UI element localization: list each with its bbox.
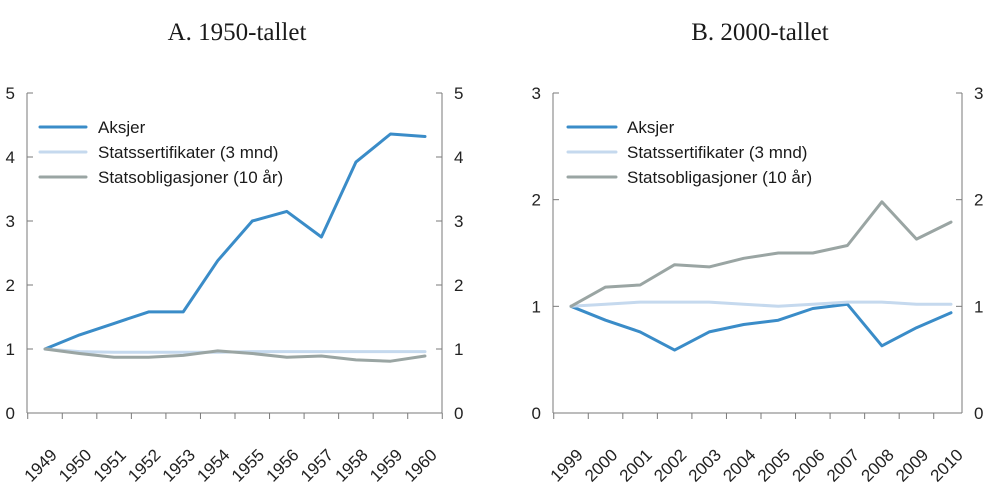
chart-b-series-1-line xyxy=(569,300,953,308)
chart-b-xtick-label-2003: 2003 xyxy=(685,445,725,485)
chart-a-left-ytick-label-0: 0 xyxy=(6,404,15,423)
chart-b-xtick-label-2010: 2010 xyxy=(927,445,967,485)
chart-a-xtick-label-1959: 1959 xyxy=(366,445,406,485)
chart-b-xtick-label-2004: 2004 xyxy=(719,445,759,485)
chart-b-xtick-label-1999: 1999 xyxy=(547,445,587,485)
chart-a-right-ytick-label-0: 0 xyxy=(454,404,463,423)
chart-a-legend-label-1: Statssertifikater (3 mnd) xyxy=(98,143,278,162)
chart-b-xtick-label-2002: 2002 xyxy=(650,445,690,485)
chart-a-legend-label-0: Aksjer xyxy=(98,118,146,137)
chart-b-legend-label-2: Statsobligasjoner (10 år) xyxy=(627,168,812,187)
chart-a-xtick-label-1957: 1957 xyxy=(297,445,337,485)
chart-a-xtick-label-1950: 1950 xyxy=(55,445,95,485)
chart-a-left-ytick-label-2: 2 xyxy=(6,276,15,295)
chart-b-series-0 xyxy=(569,302,953,352)
chart-a-xtick-label-1953: 1953 xyxy=(159,445,199,485)
chart-a-series-2-line xyxy=(43,347,427,363)
chart-b-xtick-label-2005: 2005 xyxy=(754,445,794,485)
chart-b-left-ytick-label-1: 1 xyxy=(532,297,541,316)
chart-b-series-0-line xyxy=(569,302,953,352)
chart-b-xtick-label-2007: 2007 xyxy=(823,445,863,485)
chart-a-series-2 xyxy=(43,347,427,363)
chart-a-xtick-label-1952: 1952 xyxy=(124,445,164,485)
chart-b-right-ytick-label-1: 1 xyxy=(974,297,983,316)
chart-a-xtick-label-1960: 1960 xyxy=(401,445,441,485)
chart-b-legend-label-0: Aksjer xyxy=(627,118,675,137)
chart-a-right-ytick-label-4: 4 xyxy=(454,148,463,167)
chart-a-right-ytick-label-1: 1 xyxy=(454,340,463,359)
chart-b-left-ytick-label-3: 3 xyxy=(532,84,541,103)
chart-b-xtick-label-2001: 2001 xyxy=(616,445,656,485)
chart-a-right-ytick-label-2: 2 xyxy=(454,276,463,295)
chart-b-xtick-label-2009: 2009 xyxy=(892,445,932,485)
chart-b-xtick-label-2008: 2008 xyxy=(858,445,898,485)
chart-b-xtick-label-2006: 2006 xyxy=(788,445,828,485)
chart-b-left-ytick-label-0: 0 xyxy=(532,404,541,423)
chart-b-right-ytick-label-3: 3 xyxy=(974,84,983,103)
chart-a-series-0 xyxy=(43,132,427,351)
chart-a-series-0-line xyxy=(43,132,427,351)
chart-b-legend-label-1: Statssertifikater (3 mnd) xyxy=(627,143,807,162)
chart-a-xtick-label-1949: 1949 xyxy=(21,445,61,485)
chart-a-legend-label-2: Statsobligasjoner (10 år) xyxy=(98,168,283,187)
chart-a-left-ytick-label-3: 3 xyxy=(6,212,15,231)
chart-a-left-ytick-label-4: 4 xyxy=(6,148,15,167)
chart-a-title: A. 1950-tallet xyxy=(168,19,307,46)
chart-b-right-ytick-label-2: 2 xyxy=(974,191,983,210)
chart-b-series-2-line xyxy=(569,200,953,308)
chart-a-xtick-label-1951: 1951 xyxy=(90,445,130,485)
chart-b-series-1 xyxy=(569,300,953,308)
chart-a-xtick-label-1955: 1955 xyxy=(228,445,268,485)
chart-b-right-ytick-label-0: 0 xyxy=(974,404,983,423)
chart-a-left-ytick-label-5: 5 xyxy=(6,84,15,103)
chart-a-xtick-label-1958: 1958 xyxy=(332,445,372,485)
chart-a-left-ytick-label-1: 1 xyxy=(6,340,15,359)
chart-a-xtick-label-1954: 1954 xyxy=(193,445,233,485)
chart-b-title: B. 2000-tallet xyxy=(691,19,829,46)
chart-a-xtick-label-1956: 1956 xyxy=(262,445,302,485)
chart-a-right-ytick-label-3: 3 xyxy=(454,212,463,231)
chart-b-xtick-label-2000: 2000 xyxy=(581,445,621,485)
chart-a-right-ytick-label-5: 5 xyxy=(454,84,463,103)
chart-b-series-2 xyxy=(569,200,953,308)
chart-b-left-ytick-label-2: 2 xyxy=(532,191,541,210)
